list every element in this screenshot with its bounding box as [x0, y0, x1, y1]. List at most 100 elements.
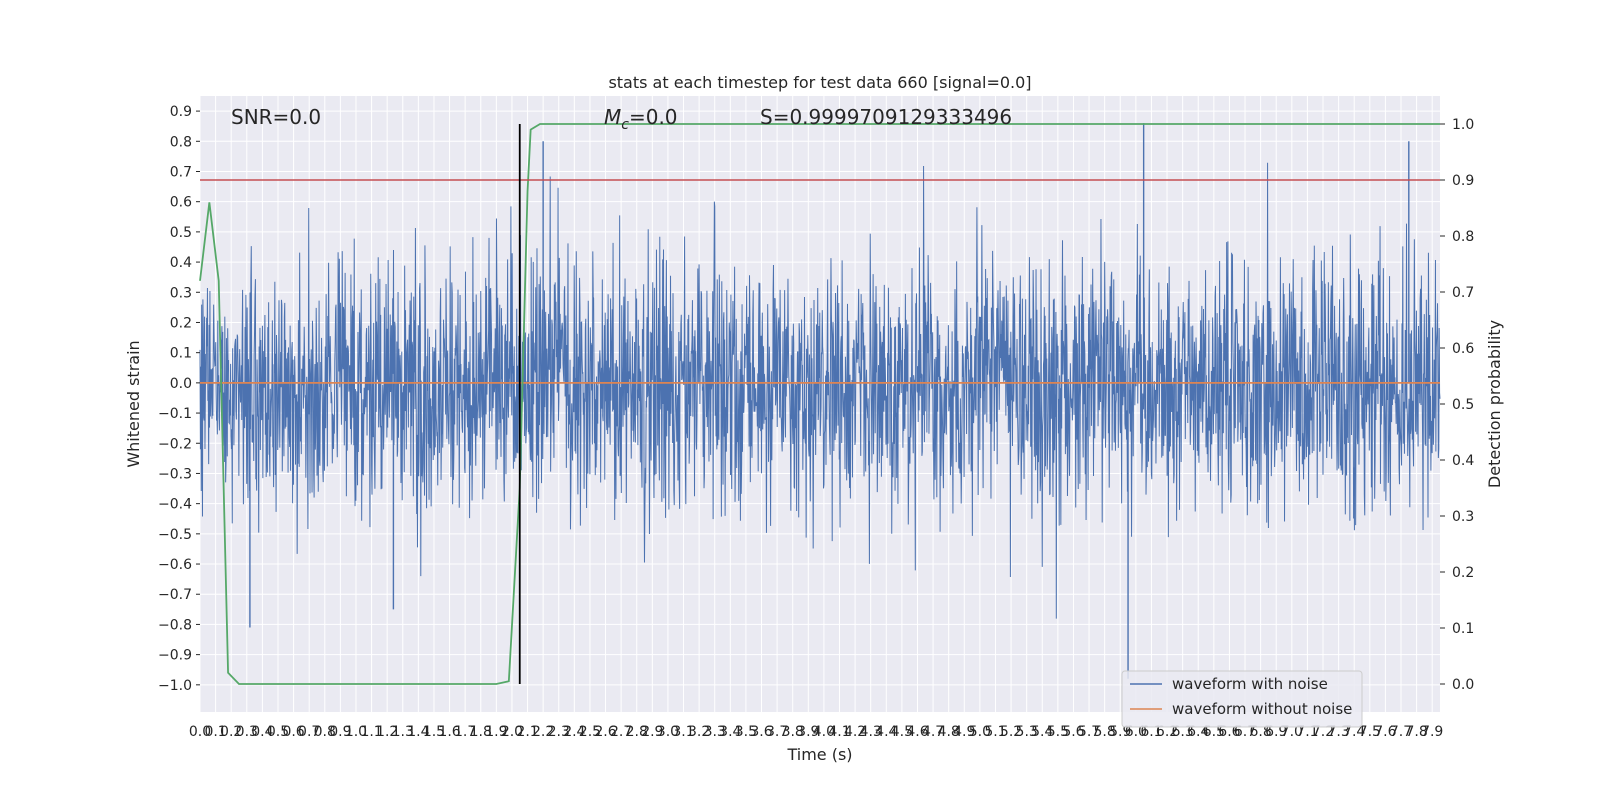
y2-tick-label: 0.7 — [1452, 285, 1474, 301]
y-tick-label: 0.9 — [170, 104, 192, 120]
s-annotation: S=0.9999709129333496 — [760, 105, 1012, 129]
x-tick-label: 2.4 — [563, 724, 585, 740]
x-tick-label: 3.8 — [782, 724, 804, 740]
y-tick-label: −0.5 — [158, 527, 192, 543]
y2-tick-label: 0.9 — [1452, 173, 1474, 189]
x-tick-label: 4.2 — [844, 724, 866, 740]
chart-title: stats at each timestep for test data 660… — [608, 73, 1031, 92]
x-tick-label: 2.8 — [626, 724, 648, 740]
x-tick-label: 7.3 — [1327, 724, 1349, 740]
y2-tick-label: 0.1 — [1452, 621, 1474, 637]
y-tick-label: 0.1 — [170, 346, 192, 362]
x-tick-label: 0.9 — [329, 724, 351, 740]
x-tick-label: 6.7 — [1234, 724, 1256, 740]
x-tick-label: 4.6 — [906, 724, 928, 740]
x-axis-label: Time (s) — [786, 745, 852, 764]
snr-annotation: SNR=0.0 — [231, 105, 321, 129]
x-tick-label: 7.4 — [1343, 724, 1365, 740]
x-tick-label: 0.8 — [314, 724, 336, 740]
y2-tick-label: 0.2 — [1452, 565, 1474, 581]
mc-symbol: M — [604, 105, 621, 129]
x-tick-label: 1.5 — [423, 724, 445, 740]
y-tick-label: −0.3 — [158, 466, 192, 482]
x-tick-label: 7.5 — [1359, 724, 1381, 740]
x-tick-label: 7.8 — [1405, 724, 1427, 740]
mc-subscript: c — [621, 117, 629, 133]
y2-tick-label: 0.0 — [1452, 677, 1474, 693]
mc-annotation: Mc=0.0 — [604, 105, 678, 133]
y2-tick-label: 0.4 — [1452, 453, 1474, 469]
x-tick-label: 3.0 — [657, 724, 679, 740]
x-tick-label: 5.8 — [1094, 724, 1116, 740]
y-tick-label: −0.2 — [158, 436, 192, 452]
y2-tick-label: 0.6 — [1452, 341, 1474, 357]
x-tick-label: 1.2 — [376, 724, 398, 740]
x-tick-label: 4.4 — [875, 724, 897, 740]
ticks-layer: 0.00.10.20.30.40.50.60.70.80.91.01.11.21… — [158, 104, 1474, 740]
x-tick-label: 1.9 — [485, 724, 507, 740]
mc-value: =0.0 — [629, 105, 678, 129]
x-tick-label: 5.1 — [984, 724, 1006, 740]
x-tick-label: 0.5 — [267, 724, 289, 740]
y2-tick-label: 0.5 — [1452, 397, 1474, 413]
y2-tick-label: 0.3 — [1452, 509, 1474, 525]
y-tick-label: −0.8 — [158, 617, 192, 633]
x-tick-label: 3.1 — [672, 724, 694, 740]
y2-tick-label: 1.0 — [1452, 117, 1474, 133]
x-tick-label: 2.6 — [594, 724, 616, 740]
y-tick-label: 0.8 — [170, 134, 192, 150]
x-tick-label: 6.8 — [1249, 724, 1271, 740]
x-tick-label: 1.3 — [392, 724, 414, 740]
x-tick-label: 2.7 — [610, 724, 632, 740]
legend: waveform with noise waveform without noi… — [1121, 670, 1363, 728]
x-tick-label: 0.7 — [298, 724, 320, 740]
x-tick-label: 7.9 — [1421, 724, 1443, 740]
x-tick-label: 0.1 — [204, 724, 226, 740]
y-tick-label: 0.0 — [170, 376, 192, 392]
x-tick-label: 1.6 — [438, 724, 460, 740]
y-tick-label: 0.7 — [170, 164, 192, 180]
x-tick-label: 2.2 — [532, 724, 554, 740]
x-tick-label: 7.0 — [1281, 724, 1303, 740]
x-tick-label: 3.2 — [688, 724, 710, 740]
x-tick-label: 4.7 — [922, 724, 944, 740]
x-tick-label: 1.8 — [470, 724, 492, 740]
x-tick-label: 6.0 — [1125, 724, 1147, 740]
series-line-noisy — [199, 162, 1441, 619]
y-tick-label: 0.3 — [170, 285, 192, 301]
x-tick-label: 1.1 — [360, 724, 382, 740]
x-tick-label: 4.1 — [828, 724, 850, 740]
x-tick-label: 3.7 — [766, 724, 788, 740]
y-tick-label: −0.1 — [158, 406, 192, 422]
x-tick-label: 5.2 — [1000, 724, 1022, 740]
x-tick-label: 3.4 — [719, 724, 741, 740]
x-tick-label: 1.0 — [345, 724, 367, 740]
x-tick-label: 3.5 — [735, 724, 757, 740]
x-tick-label: 6.9 — [1265, 724, 1287, 740]
x-tick-label: 4.5 — [891, 724, 913, 740]
y2-tick-label: 0.8 — [1452, 229, 1474, 245]
series-line-probability — [199, 123, 1440, 685]
x-tick-label: 2.5 — [579, 724, 601, 740]
x-tick-label: 2.0 — [501, 724, 523, 740]
overlay-layer — [200, 124, 1440, 684]
x-tick-label: 0.4 — [251, 724, 273, 740]
x-tick-label: 5.3 — [1016, 724, 1038, 740]
y-tick-label: −1.0 — [158, 678, 192, 694]
x-tick-label: 0.3 — [236, 724, 258, 740]
x-tick-label: 3.6 — [750, 724, 772, 740]
x-tick-label: 3.9 — [797, 724, 819, 740]
y-tick-label: −0.4 — [158, 497, 192, 513]
x-tick-label: 2.9 — [641, 724, 663, 740]
x-tick-label: 1.7 — [454, 724, 476, 740]
x-tick-label: 6.3 — [1172, 724, 1194, 740]
x-tick-label: 4.8 — [938, 724, 960, 740]
y-tick-label: −0.6 — [158, 557, 192, 573]
x-tick-label: 5.4 — [1031, 724, 1053, 740]
x-tick-label: 7.7 — [1390, 724, 1412, 740]
y-tick-label: 0.4 — [170, 255, 192, 271]
x-tick-label: 6.2 — [1156, 724, 1178, 740]
x-tick-label: 6.4 — [1187, 724, 1209, 740]
x-tick-label: 7.1 — [1296, 724, 1318, 740]
